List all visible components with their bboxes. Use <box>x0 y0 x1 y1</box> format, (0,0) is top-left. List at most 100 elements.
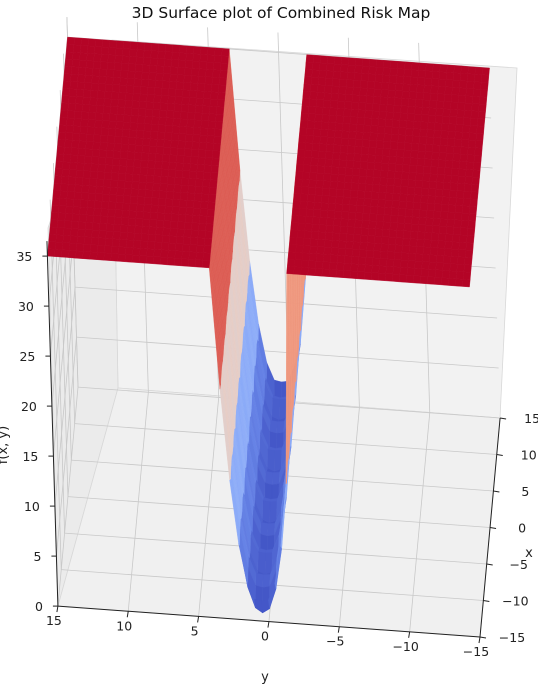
surface-face <box>426 202 435 212</box>
surface-face <box>66 36 75 46</box>
surface-face <box>345 241 354 250</box>
surface-face <box>198 142 207 151</box>
surface-face <box>431 71 440 80</box>
surface-face <box>433 210 442 219</box>
surface-face <box>190 148 199 158</box>
surface-face <box>333 63 342 72</box>
surface-face <box>392 193 401 202</box>
surface-face <box>83 163 92 172</box>
surface-face <box>72 52 81 61</box>
surface-face <box>104 83 113 92</box>
surface-face <box>426 210 435 219</box>
surface-face <box>334 56 343 65</box>
surface-face <box>100 208 109 217</box>
surface-face <box>473 81 482 90</box>
surface-face <box>407 105 416 115</box>
surface-face <box>86 126 95 135</box>
surface-face <box>391 119 400 128</box>
surface-face <box>75 96 84 105</box>
surface-face <box>304 149 313 158</box>
surface-face <box>78 67 87 76</box>
surface-face <box>388 229 397 238</box>
surface-face <box>78 59 87 68</box>
surface-face <box>360 80 369 89</box>
surface-face <box>306 201 315 210</box>
surface-face <box>88 185 97 194</box>
surface-face <box>184 214 193 223</box>
surface-face <box>396 68 405 77</box>
surface-face <box>161 161 170 170</box>
surface-face <box>88 112 97 121</box>
surface-face <box>66 191 75 200</box>
surface-face <box>366 88 375 97</box>
surface-face <box>464 102 473 111</box>
surface-face <box>203 245 212 254</box>
surface-face <box>322 261 331 270</box>
surface-face <box>186 45 195 54</box>
surface-face <box>57 212 66 221</box>
surface-face <box>337 174 346 183</box>
surface-face <box>343 108 352 117</box>
surface-face <box>56 227 65 236</box>
surface-face <box>345 160 354 169</box>
surface-face <box>89 251 98 260</box>
surface-face <box>165 117 174 126</box>
surface-face <box>120 62 129 72</box>
surface-face <box>82 170 91 179</box>
surface-face <box>391 126 400 135</box>
surface-face <box>310 157 319 166</box>
surface-face <box>191 141 200 150</box>
surface-face <box>349 123 358 132</box>
surface-face <box>156 139 165 148</box>
surface-face <box>127 70 136 79</box>
x-tick-label: −15 <box>499 630 525 645</box>
surface-face <box>389 222 398 231</box>
surface-face <box>358 256 367 265</box>
surface-face <box>458 161 467 170</box>
surface-face <box>296 237 305 246</box>
surface-face <box>303 157 312 166</box>
surface-face <box>113 224 122 233</box>
surface-face <box>333 218 342 227</box>
surface-face <box>71 140 80 149</box>
surface-face <box>339 71 348 80</box>
x-tick-mark <box>496 454 503 456</box>
surface-face <box>332 232 341 241</box>
surface-face <box>92 141 101 150</box>
surface-face <box>324 232 333 241</box>
surface-face <box>394 171 403 180</box>
surface-face <box>389 67 398 77</box>
surface-face <box>479 96 488 105</box>
surface-face <box>163 213 172 222</box>
surface-face <box>457 102 466 111</box>
surface-face <box>84 148 93 157</box>
x-tick-label: 0 <box>518 521 526 536</box>
surface-face <box>448 123 457 132</box>
surface-face <box>443 255 452 264</box>
surface-face <box>134 71 143 80</box>
surface-face <box>103 252 112 261</box>
surface-face <box>369 59 378 68</box>
surface-face <box>450 256 459 265</box>
surface-face <box>123 114 132 123</box>
surface-face <box>416 238 425 248</box>
surface-face <box>447 130 456 140</box>
surface-face <box>325 151 334 160</box>
surface-face <box>115 121 124 130</box>
surface-face <box>442 262 451 272</box>
surface-face <box>325 144 334 153</box>
surface-face <box>315 180 324 189</box>
surface-face <box>53 175 62 184</box>
surface-face <box>83 89 92 98</box>
surface-face <box>69 242 78 252</box>
surface-face <box>364 110 373 119</box>
surface-face <box>415 99 424 108</box>
surface-face <box>373 169 382 178</box>
surface-face <box>361 146 370 155</box>
surface-face <box>76 89 85 98</box>
surface-face <box>289 229 298 238</box>
surface-face <box>77 155 86 164</box>
surface-face <box>305 61 314 70</box>
surface-face <box>159 102 168 111</box>
surface-face <box>463 183 472 192</box>
